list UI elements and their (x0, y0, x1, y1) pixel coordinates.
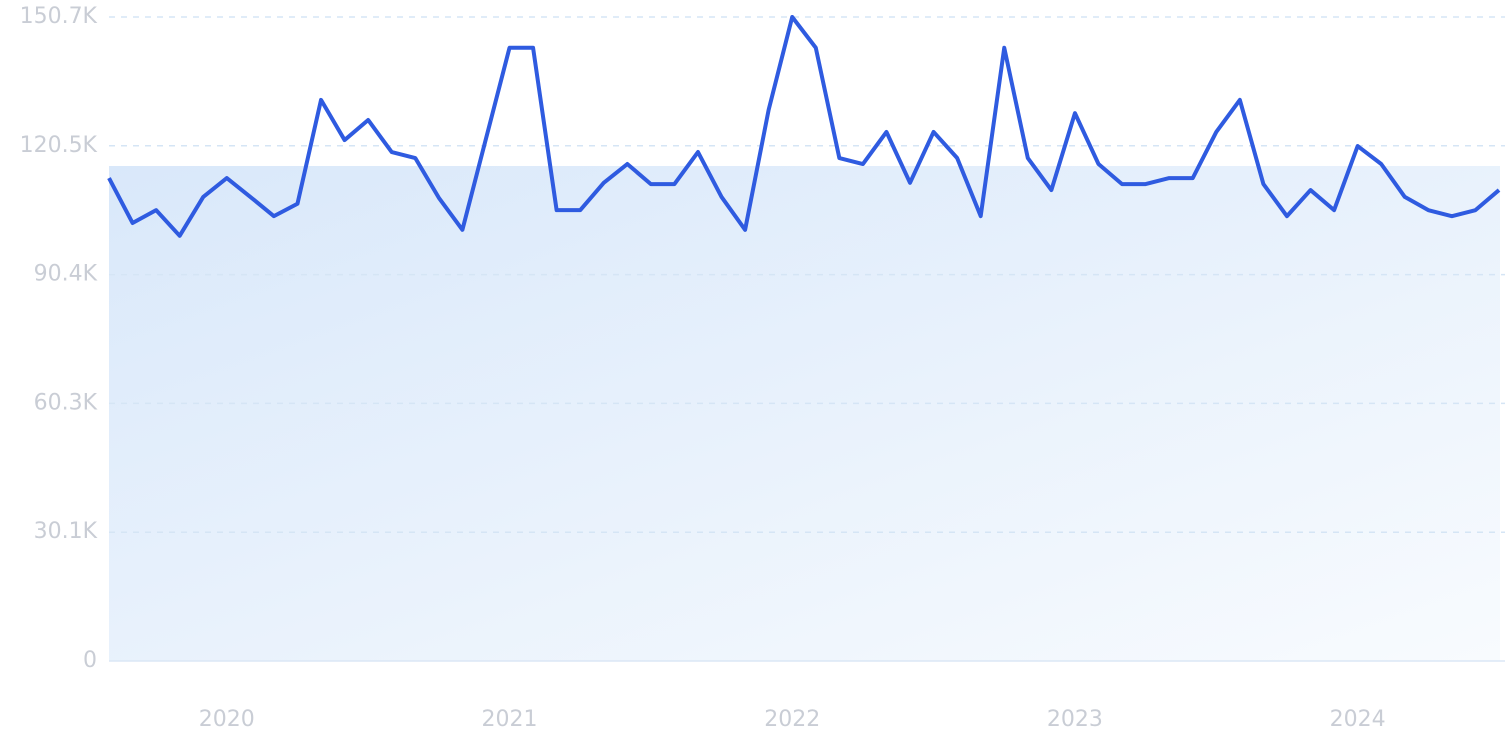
data-line (107, 15, 1501, 238)
x-tick-label: 2021 (482, 707, 538, 732)
y-tick-label: 90.4K (34, 262, 98, 287)
y-tick-label: 150.7K (20, 4, 98, 29)
background-band (109, 166, 1500, 661)
y-tick-label: 0 (83, 648, 97, 673)
x-tick-label: 2024 (1330, 707, 1386, 732)
y-tick-label: 120.5K (20, 133, 98, 158)
x-tick-label: 2023 (1047, 707, 1103, 732)
x-tick-label: 2022 (764, 707, 820, 732)
y-tick-label: 30.1K (34, 519, 98, 544)
y-tick-label: 60.3K (34, 390, 98, 415)
x-tick-label: 2020 (199, 707, 255, 732)
